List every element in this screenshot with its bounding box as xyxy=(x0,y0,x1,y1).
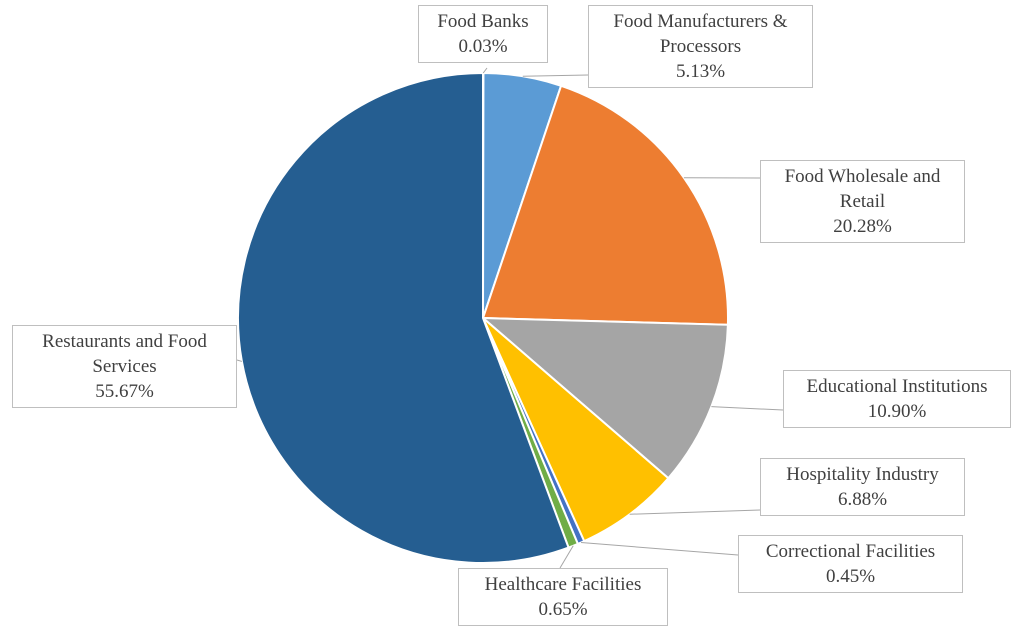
pie-slice xyxy=(480,316,729,480)
data-label: Educational Institutions 10.90% xyxy=(783,370,1011,428)
pie-slice xyxy=(481,84,729,326)
leader-line xyxy=(629,509,761,515)
data-label: Food Manufacturers & Processors 5.13% xyxy=(588,5,813,88)
value-label: 0.45% xyxy=(825,566,876,587)
data-label: Food Banks 0.03% xyxy=(418,5,548,63)
category-label: Healthcare Facilities xyxy=(484,574,642,595)
leader-line xyxy=(522,74,589,77)
category-label: Food Wholesale and Retail xyxy=(784,166,941,212)
category-label: Restaurants and Food Services xyxy=(42,331,207,377)
data-label: Food Wholesale and Retail 20.28% xyxy=(760,160,965,243)
value-label: 20.28% xyxy=(833,216,892,237)
value-label: 5.13% xyxy=(675,61,726,82)
pie-slice xyxy=(482,317,670,543)
value-label: 10.90% xyxy=(867,401,927,422)
data-label: Hospitality Industry 6.88% xyxy=(760,458,965,516)
leader-line xyxy=(482,67,488,74)
leader-line xyxy=(711,406,784,411)
category-label: Correctional Facilities xyxy=(765,541,936,562)
category-label: Food Manufacturers & Processors xyxy=(613,11,788,57)
leader-line xyxy=(559,545,574,569)
value-label: 0.65% xyxy=(538,599,588,620)
category-label: Hospitality Industry xyxy=(786,464,939,485)
data-label: Restaurants and Food Services 55.67% xyxy=(12,325,237,408)
value-label: 6.88% xyxy=(837,489,888,510)
data-label: Healthcare Facilities 0.65% xyxy=(458,568,668,626)
category-label: Food Banks xyxy=(437,11,529,32)
data-label: Correctional Facilities 0.45% xyxy=(738,535,963,593)
leader-line xyxy=(580,542,739,556)
value-label: 55.67% xyxy=(95,381,154,402)
leader-line xyxy=(236,359,243,362)
category-label: Educational Institutions xyxy=(806,376,988,397)
value-label: 0.03% xyxy=(458,36,508,57)
